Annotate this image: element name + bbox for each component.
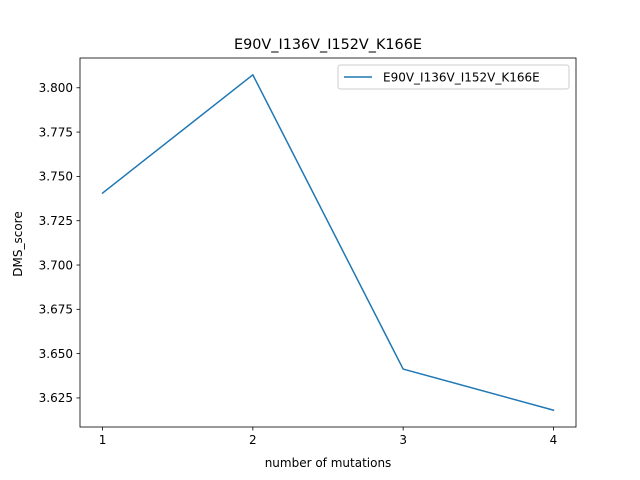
y-tick-label: 3.800 <box>39 81 73 95</box>
x-axis-label: number of mutations <box>265 456 392 470</box>
series-line-0 <box>101 74 555 412</box>
y-tick-label: 3.700 <box>39 258 73 272</box>
chart-title: E90V_I136V_I152V_K166E <box>234 37 422 53</box>
legend: E90V_I136V_I152V_K166E <box>337 64 570 90</box>
x-tick-label: 1 <box>99 433 107 447</box>
y-tick-label: 3.675 <box>39 303 73 317</box>
axes-frame <box>79 57 577 428</box>
y-tick-label: 3.625 <box>39 391 73 405</box>
y-tick-label: 3.650 <box>39 347 73 361</box>
legend-label-0: E90V_I136V_I152V_K166E <box>383 70 540 84</box>
y-tick-label: 3.775 <box>39 125 73 139</box>
y-tick-label: 3.725 <box>39 214 73 228</box>
y-tick-label: 3.750 <box>39 170 73 184</box>
x-tick-label: 3 <box>399 433 407 447</box>
x-tick-label: 2 <box>249 433 257 447</box>
x-tick-label: 4 <box>550 433 558 447</box>
y-axis-label: DMS_score <box>11 211 25 276</box>
legend-box <box>337 64 570 90</box>
plot-area: 1 2 3 4 3.625 3.650 3.675 3.700 3.725 3.750 3.775 3… <box>39 57 577 447</box>
